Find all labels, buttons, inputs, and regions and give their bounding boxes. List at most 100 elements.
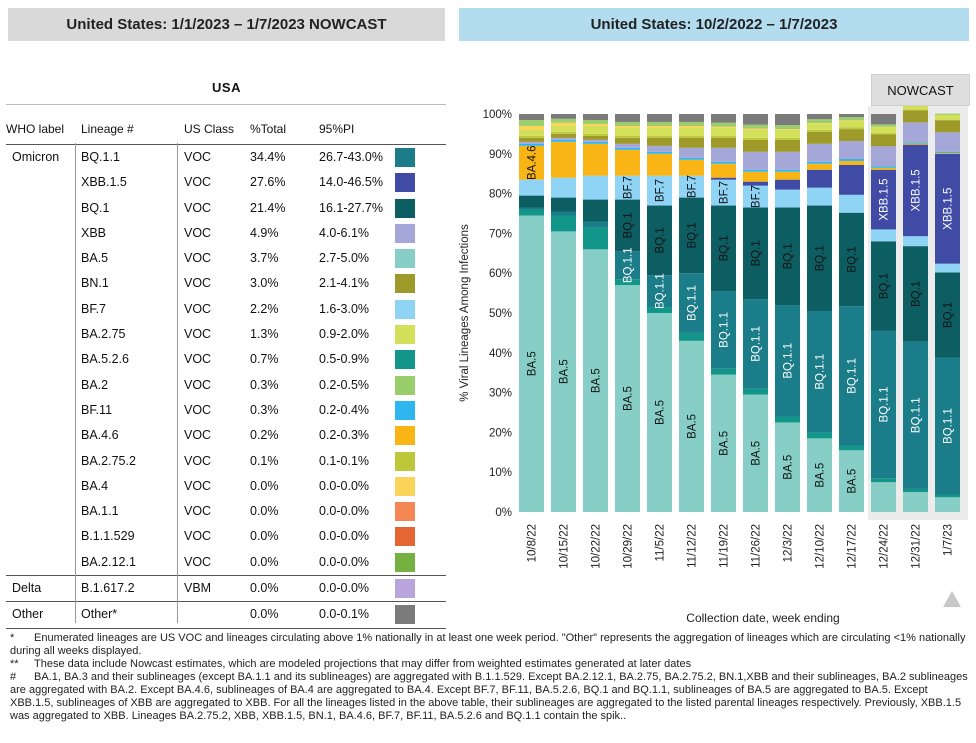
footnote-key: ** xyxy=(10,658,19,670)
bar-segment-ba-2 xyxy=(615,121,640,126)
y-tick-label: 70% xyxy=(489,228,512,240)
color-swatch xyxy=(395,198,415,218)
bar-segment-ba-4-6 xyxy=(871,167,896,170)
bar-segment-ba-5 xyxy=(839,450,864,512)
bar-segment-ba-5-2-6 xyxy=(935,494,960,498)
bar-segment-ba-4 xyxy=(615,125,640,128)
cell-pi: 0.2-0.4% xyxy=(319,402,370,417)
cell-lineage: B.1.1.529 xyxy=(81,529,135,544)
y-tick-label: 80% xyxy=(489,189,512,201)
bar-data-label: BQ.1.1 xyxy=(783,343,795,379)
bar-segment-ba-2-75-2 xyxy=(615,135,640,138)
bar-data-label: BA.5 xyxy=(655,400,667,425)
bar-segment-ba-5-2-6 xyxy=(903,488,928,493)
table-row: BQ.1 VOC 21.4% 16.1-27.7% xyxy=(6,196,446,221)
bar-segment-ba-2 xyxy=(871,124,896,127)
bar-segment-ba-2 xyxy=(551,118,576,123)
cell-pi: 0.2-0.5% xyxy=(319,377,370,392)
table-row: BA.2 VOC 0.3% 0.2-0.5% xyxy=(6,373,446,398)
bar-data-label: BQ.1.1 xyxy=(623,247,635,283)
color-swatch xyxy=(395,579,415,599)
timeseries-header: United States: 10/2/2022 – 1/7/2023 xyxy=(459,8,969,41)
bar-segment-other xyxy=(551,114,576,119)
cell-cls: VOC xyxy=(184,301,212,316)
bar-segment-other xyxy=(519,114,544,120)
bar-segment-ba-2-75 xyxy=(679,127,704,136)
bar-segment-ba-2-75-2 xyxy=(903,109,928,111)
bar-segment-ba-5-2-6 xyxy=(807,432,832,439)
bar-data-label: BQ.1 xyxy=(687,222,699,248)
bar-segment-other xyxy=(615,114,640,122)
table-row: Omicron BQ.1.1 VOC 34.4% 26.7-43.0% xyxy=(6,145,446,170)
bar-segment-ba-4 xyxy=(711,126,736,128)
bar-segment-bq-1 xyxy=(871,241,896,331)
bar-segment-ba-4 xyxy=(775,129,800,130)
color-swatch xyxy=(395,451,415,471)
y-tick-label: 20% xyxy=(489,427,512,439)
cell-cls: VOC xyxy=(184,428,212,443)
bar-segment-ba-4 xyxy=(807,123,832,124)
bar-segment-ba-4-6 xyxy=(839,160,864,165)
table-row: B.1.1.529 VOC 0.0% 0.0-0.0% xyxy=(6,524,446,549)
bar-data-label: XBB.1.5 xyxy=(879,178,891,220)
bar-segment-xbb xyxy=(583,139,608,142)
table-row: BA.2.75 VOC 1.3% 0.9-2.0% xyxy=(6,322,446,347)
bar-segment-ba-2-75-2 xyxy=(711,135,736,138)
bar-segment-ba-2 xyxy=(807,119,832,124)
bar-segment-bf-11 xyxy=(935,151,960,154)
bar-segment-bq-1 xyxy=(679,197,704,274)
cell-cls: VOC xyxy=(184,200,212,215)
bar-segment-bn-1 xyxy=(903,110,928,123)
bar-segment-xbb xyxy=(679,147,704,158)
scroll-up-arrow-icon[interactable] xyxy=(943,591,961,607)
bar-segment-ba-4-6 xyxy=(903,143,928,145)
bar-segment-ba-4-6 xyxy=(519,145,544,180)
bar-segment-ba-5 xyxy=(519,215,544,513)
col-95pi: 95%PI xyxy=(319,122,355,136)
table-row: XBB VOC 4.9% 4.0-6.1% xyxy=(6,221,446,246)
y-tick-label: 40% xyxy=(489,348,512,360)
color-swatch xyxy=(395,476,415,496)
bar-segment-bq-1-1 xyxy=(807,311,832,433)
bar-data-label: BA.5 xyxy=(559,359,571,384)
x-tick-label: 12/31/22 xyxy=(911,524,923,569)
color-swatch xyxy=(395,325,415,345)
cell-cls: VOC xyxy=(184,453,212,468)
x-tick-label: 11/26/22 xyxy=(751,524,763,568)
bar-segment-ba-5 xyxy=(871,482,896,512)
bar-segment-bf-7 xyxy=(743,185,768,208)
bar-segment-ba-4 xyxy=(679,125,704,128)
cell-lineage: BA.5 xyxy=(81,251,109,266)
x-tick-label: 11/19/22 xyxy=(719,524,731,568)
bar-segment-ba-4-6 xyxy=(615,149,640,176)
bar-data-label: BQ.1.1 xyxy=(815,354,827,390)
cell-cls: VOC xyxy=(184,352,212,367)
bar-segment-ba-2-75-2 xyxy=(871,133,896,135)
cell-cls: VOC xyxy=(184,377,212,392)
bar-segment-ba-5 xyxy=(775,422,800,512)
bar-segment-ba-4-6 xyxy=(583,143,608,176)
cell-pct: 0.3% xyxy=(250,402,279,417)
bar-segment-bq-1-1 xyxy=(519,207,544,210)
cell-pct: 4.9% xyxy=(250,225,279,240)
cell-cls: VOC xyxy=(184,276,212,291)
bar-segment-bq-1 xyxy=(711,205,736,292)
bar-data-label: BQ.1.1 xyxy=(911,397,923,433)
cell-pi: 0.0-0.1% xyxy=(319,607,370,622)
cell-lineage: BN.1 xyxy=(81,276,109,291)
bar-segment-bf-7 xyxy=(615,175,640,200)
bar-segment-ba-5 xyxy=(615,285,640,512)
bar-segment-ba-2-75-2 xyxy=(583,133,608,136)
bar-segment-bq-1-1 xyxy=(839,306,864,446)
footnote-key: * xyxy=(10,632,15,644)
cell-pi: 2.1-4.1% xyxy=(319,276,370,291)
bar-segment-ba-4-6 xyxy=(775,171,800,180)
x-tick-label: 12/10/22 xyxy=(815,524,827,569)
x-tick-label: 10/22/22 xyxy=(591,524,603,569)
table-row: BF.11 VOC 0.3% 0.2-0.4% xyxy=(6,398,446,423)
cell-lineage: BA.5.2.6 xyxy=(81,352,129,367)
bar-segment-other xyxy=(743,114,768,125)
bar-segment-xbb xyxy=(839,141,864,159)
bar-segment-bf-7 xyxy=(807,187,832,206)
bar-segment-ba-4-6 xyxy=(711,163,736,178)
